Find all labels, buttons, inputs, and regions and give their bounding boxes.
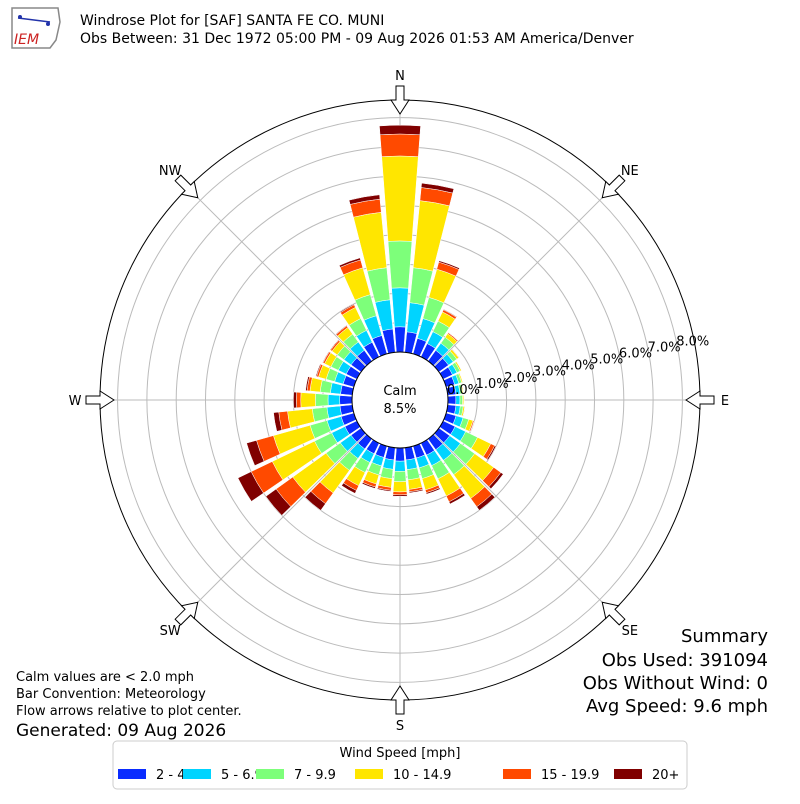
flow-arrow-shape	[686, 391, 714, 409]
wind-bar	[340, 405, 353, 415]
wind-bar	[330, 383, 342, 394]
wind-bar	[385, 447, 395, 460]
wind-bar	[379, 125, 420, 135]
legend-swatch	[256, 769, 284, 779]
wind-bar	[296, 392, 301, 408]
legend-swatch	[183, 769, 211, 779]
wind-bar	[301, 393, 316, 408]
wind-bar	[393, 481, 407, 491]
flow-arrow	[391, 86, 409, 114]
note: Calm values are < 2.0 mph	[16, 670, 194, 685]
wind-bar	[328, 395, 340, 406]
legend-label: 10 - 14.9	[393, 768, 451, 783]
legend-label: 7 - 9.9	[294, 768, 336, 783]
legend-swatch	[503, 769, 531, 779]
note: Flow arrows relative to plot center.	[16, 704, 242, 719]
wind-bar	[413, 201, 449, 272]
legend-label: 20+	[652, 768, 679, 783]
spoke	[188, 188, 366, 366]
wind-bar	[392, 288, 409, 327]
compass-label: E	[721, 394, 729, 409]
legend-swatch	[355, 769, 383, 779]
wind-bar	[395, 327, 406, 352]
flow-arrow-shape	[86, 391, 114, 409]
wind-bar	[388, 241, 412, 288]
wind-bar	[405, 447, 415, 460]
compass-label: SE	[622, 624, 638, 639]
flow-arrow	[686, 391, 714, 409]
compass-label: N	[395, 69, 405, 84]
legend-swatch	[614, 769, 642, 779]
compass-label: NW	[159, 164, 182, 179]
wind-bar	[341, 385, 354, 395]
calm-value: 8.5%	[383, 402, 416, 417]
generated: Generated: 09 Aug 2026	[16, 721, 226, 741]
summary: Obs Used: 391094	[602, 650, 768, 671]
flow-arrow-shape	[391, 86, 409, 114]
wind-bar	[340, 395, 352, 404]
wind-bar	[293, 392, 296, 408]
summary: Avg Speed: 9.6 mph	[586, 696, 768, 717]
legend-swatch	[118, 769, 146, 779]
spoke	[434, 188, 612, 366]
chart-subtitle: Obs Between: 31 Dec 1972 05:00 PM - 09 A…	[80, 31, 634, 47]
compass-label: SW	[160, 624, 181, 639]
wind-bar	[327, 406, 342, 418]
compass-label: W	[69, 394, 82, 409]
compass-label: S	[396, 719, 404, 734]
wind-bar	[382, 156, 419, 241]
summary: Obs Without Wind: 0	[583, 673, 768, 694]
logo-text: IEM	[14, 32, 39, 48]
plot: Calm8.5%0.0%1.0%2.0%3.0%4.0%5.0%6.0%7.0%…	[69, 69, 730, 734]
legend-title: Wind Speed [mph]	[340, 746, 461, 761]
wind-bar	[380, 134, 420, 157]
r-tick-label: 8.0%	[676, 334, 709, 349]
calm-circle	[352, 352, 448, 448]
legend-label: 15 - 19.9	[541, 768, 599, 783]
wind-bar	[393, 495, 407, 497]
flow-arrow	[86, 391, 114, 409]
flow-arrow	[391, 686, 409, 714]
wind-bar	[312, 407, 328, 421]
flow-arrow-shape	[391, 686, 409, 714]
wind-bar	[406, 458, 417, 469]
wind-bar	[315, 394, 328, 407]
summary: Summary	[681, 626, 768, 647]
calm-label: Calm	[383, 384, 416, 399]
compass-label: NE	[621, 164, 639, 179]
chart-title: Windrose Plot for [SAF] SANTA FE CO. MUN…	[80, 13, 384, 29]
note: Bar Convention: Meteorology	[16, 687, 206, 702]
logo: IEM	[12, 8, 60, 48]
wind-bar	[395, 448, 404, 461]
wind-bar	[395, 461, 406, 471]
wind-bar	[393, 492, 407, 495]
wind-bar	[394, 471, 406, 481]
spoke	[434, 434, 612, 612]
